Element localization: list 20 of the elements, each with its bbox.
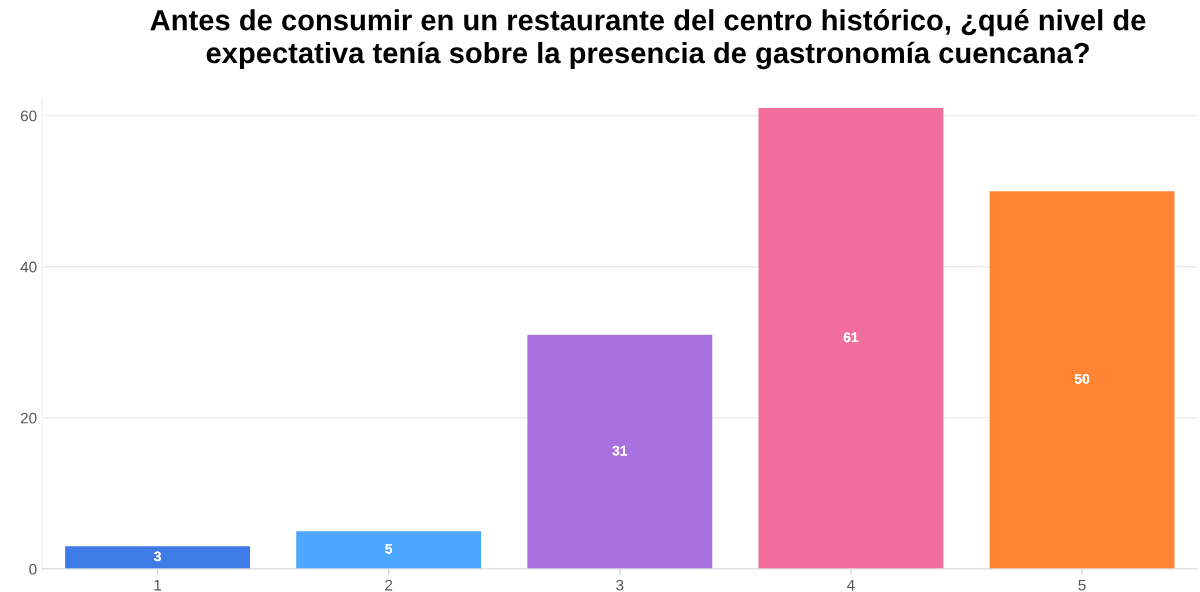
chart-title: Antes de consumir en un restaurante del centro histórico, ¿qué nivel de expectativa tenía sobre la presencia de gastronomía cuencana? [150, 8, 1146, 70]
bar [65, 546, 251, 569]
y-tick-label: 60 [20, 110, 37, 122]
data-label: 50 [1074, 373, 1090, 384]
bar [758, 108, 944, 569]
data-label: 3 [154, 551, 161, 562]
x-tick-label: 2 [385, 579, 393, 591]
y-tick-label: 20 [20, 412, 37, 424]
x-tick-label: 4 [847, 579, 855, 591]
bar [527, 334, 713, 569]
data-label: 31 [612, 445, 628, 456]
x-tick-label: 1 [154, 579, 162, 591]
y-tick-label: 0 [29, 563, 37, 575]
x-tick-label: 5 [1078, 579, 1086, 591]
data-label: 61 [843, 332, 859, 343]
y-tick-label: 40 [20, 261, 37, 273]
x-tick-label: 3 [616, 579, 624, 591]
bar [989, 191, 1175, 569]
bar [296, 531, 482, 569]
data-label: 5 [385, 544, 393, 554]
